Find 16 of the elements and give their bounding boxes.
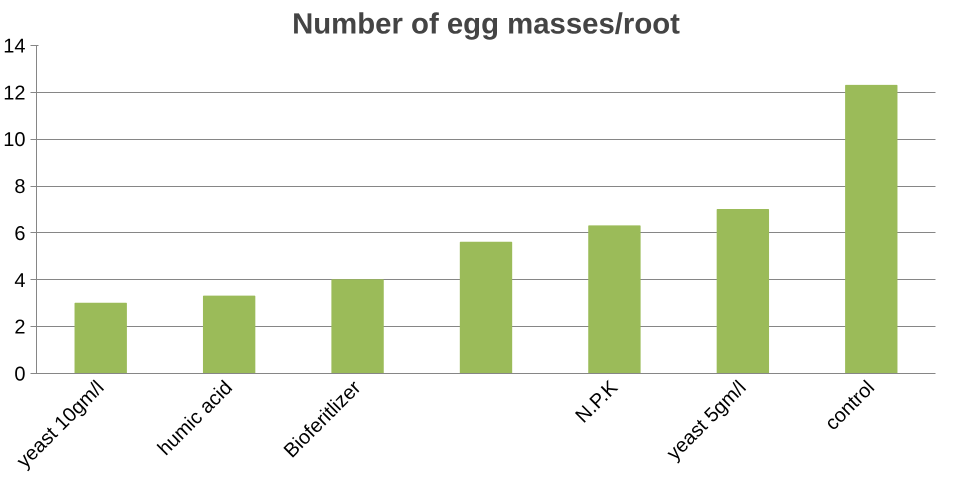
y-tick-label: 8	[14, 176, 26, 198]
bar	[331, 279, 384, 374]
y-tick-label: 14	[3, 36, 26, 58]
bar	[460, 242, 512, 374]
bar	[716, 209, 770, 374]
y-tick-label: 6	[14, 222, 26, 245]
y-tick-label: 10	[3, 129, 26, 152]
chart-title: Number of egg masses/root	[292, 8, 680, 40]
y-tick-label: 2	[14, 316, 26, 339]
bar	[202, 296, 256, 374]
bar	[845, 84, 898, 374]
y-tick-label: 4	[14, 270, 26, 292]
y-tick-label: 12	[3, 82, 26, 104]
bar	[74, 302, 127, 374]
y-tick-label: 0	[14, 364, 26, 386]
bar	[588, 225, 641, 374]
